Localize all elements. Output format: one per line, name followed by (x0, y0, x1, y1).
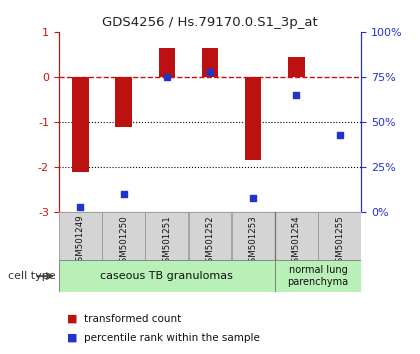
Bar (159, 48, 175, 77)
Point (77, 204, 84, 210)
Text: cell type: cell type (8, 271, 56, 281)
Bar (116, 77, 132, 127)
Bar (145, 212, 188, 260)
Text: GSM501253: GSM501253 (249, 215, 258, 268)
Bar (72, 77, 89, 172)
Text: percentile rank within the sample: percentile rank within the sample (84, 333, 260, 343)
Point (207, 69, 213, 74)
Bar (102, 212, 145, 260)
Text: GSM501250: GSM501250 (119, 215, 128, 268)
Text: transformed count: transformed count (84, 314, 181, 324)
Point (293, 92, 300, 98)
Bar (318, 212, 361, 260)
Text: GSM501251: GSM501251 (162, 215, 171, 268)
Bar (189, 212, 231, 260)
Bar (232, 212, 275, 260)
Bar (275, 212, 318, 260)
Bar (202, 48, 218, 77)
Text: caseous TB granulomas: caseous TB granulomas (100, 271, 233, 281)
Point (250, 195, 257, 201)
Bar (288, 57, 304, 77)
Bar (245, 77, 261, 160)
Text: GSM501254: GSM501254 (292, 215, 301, 268)
Bar (275, 260, 361, 292)
Text: GSM501255: GSM501255 (335, 215, 344, 268)
Point (336, 132, 343, 138)
Point (163, 74, 170, 80)
Bar (59, 212, 102, 260)
Bar (59, 260, 275, 292)
Text: GSM501249: GSM501249 (76, 215, 85, 267)
Text: ■: ■ (67, 314, 78, 324)
Text: normal lung
parenchyma: normal lung parenchyma (287, 265, 349, 287)
Point (120, 192, 127, 197)
Title: GDS4256 / Hs.79170.0.S1_3p_at: GDS4256 / Hs.79170.0.S1_3p_at (102, 16, 318, 29)
Text: GSM501252: GSM501252 (205, 215, 215, 268)
Text: ■: ■ (67, 333, 78, 343)
